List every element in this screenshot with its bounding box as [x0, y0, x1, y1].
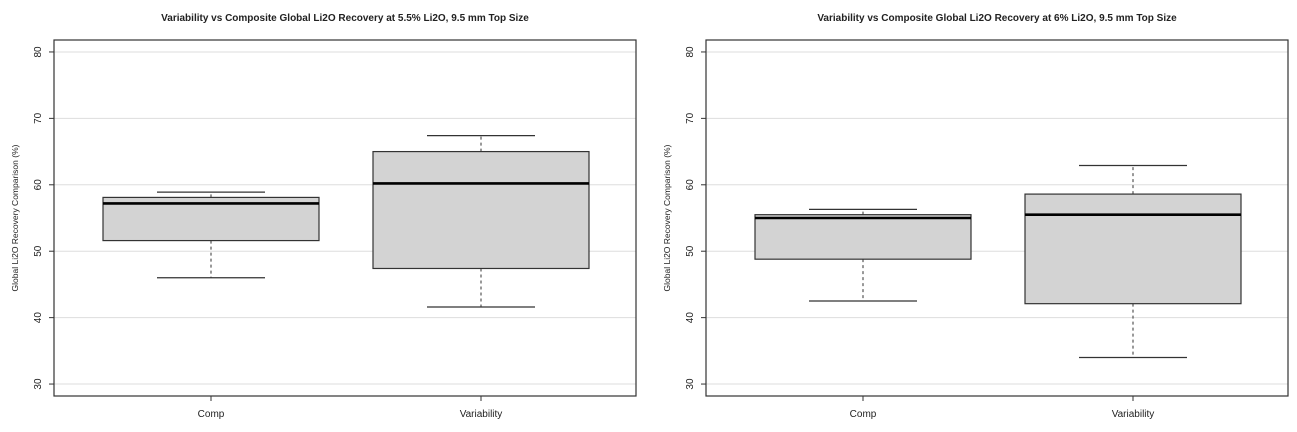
y-tick-label-70: 70: [33, 112, 44, 124]
plot-frame: [705, 39, 1289, 397]
y-tick-label-30: 30: [685, 378, 696, 390]
y-tick-label-50: 50: [33, 245, 44, 257]
y-tick-label-50: 50: [685, 245, 696, 257]
chart-title: Variability vs Composite Global Li2O Rec…: [817, 13, 1177, 24]
y-tick-label-30: 30: [33, 378, 44, 390]
y-axis-label: Global Li2O Recovery Comparison (%): [10, 144, 20, 291]
y-tick-label-60: 60: [33, 179, 44, 191]
x-tick-label-comp: Comp: [850, 409, 877, 420]
plot-frame: [53, 39, 637, 397]
x-tick-label-variability: Variability: [460, 409, 503, 420]
box-comp: [754, 214, 972, 260]
y-axis-label: Global Li2O Recovery Comparison (%): [662, 144, 672, 291]
x-tick-label-comp: Comp: [198, 409, 225, 420]
box-variability: [372, 150, 590, 270]
chart-title: Variability vs Composite Global Li2O Rec…: [161, 13, 529, 24]
box-variability: [1024, 193, 1242, 305]
y-tick-label-40: 40: [685, 312, 696, 324]
y-tick-label-80: 80: [685, 46, 696, 58]
y-tick-label-80: 80: [33, 46, 44, 58]
chart-panel-left: Variability vs Composite Global Li2O Rec…: [10, 13, 637, 420]
chart-panel-right: Variability vs Composite Global Li2O Rec…: [662, 13, 1289, 420]
y-tick-label-60: 60: [685, 179, 696, 191]
y-tick-label-70: 70: [685, 112, 696, 124]
y-tick-label-40: 40: [33, 312, 44, 324]
x-tick-label-variability: Variability: [1112, 409, 1155, 420]
